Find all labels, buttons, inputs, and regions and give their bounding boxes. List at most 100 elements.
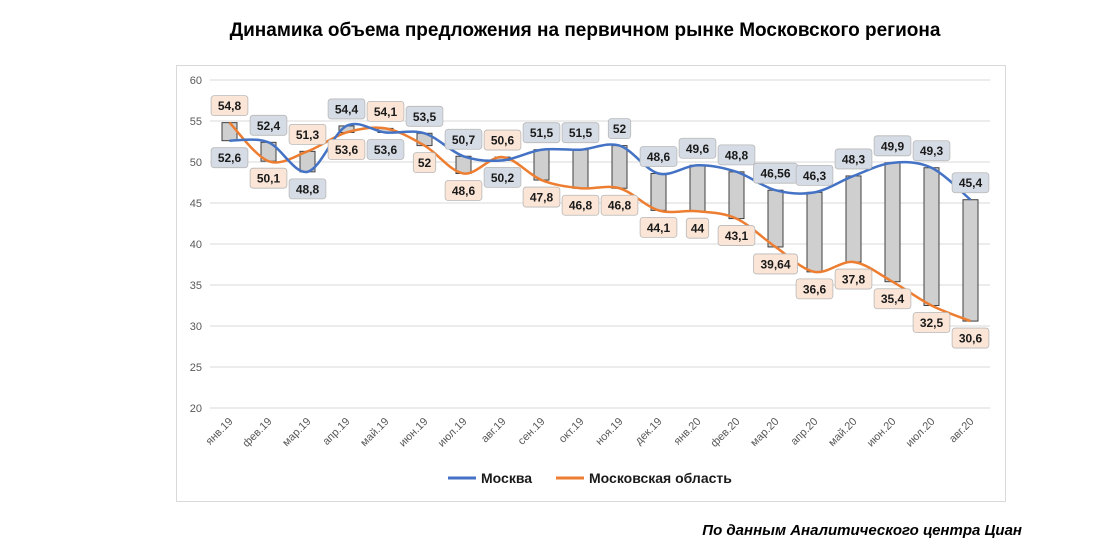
x-tick-label: июл.20 xyxy=(904,416,938,450)
updown-bar xyxy=(845,175,862,263)
updown-bar xyxy=(767,189,784,248)
x-tick-label: апр.20 xyxy=(788,416,820,448)
x-tick-label: мар.19 xyxy=(280,416,313,449)
updown-bar xyxy=(962,199,979,322)
updown-bar xyxy=(728,171,745,220)
data-label-oblast: 35,4 xyxy=(881,292,905,306)
source-note: По данным Аналитического центра Циан xyxy=(702,522,1022,539)
y-tick-label: 35 xyxy=(190,280,202,292)
data-label-oblast: 44,1 xyxy=(647,221,671,235)
data-label-moscow-box xyxy=(288,178,327,200)
series-line-oblast xyxy=(228,121,971,323)
y-tick-label: 45 xyxy=(190,198,202,210)
data-label-oblast: 50,1 xyxy=(257,172,281,186)
data-label-oblast: 50,6 xyxy=(491,134,515,148)
x-tick-label: май.19 xyxy=(358,416,391,449)
data-label-moscow: 54,4 xyxy=(335,102,359,116)
data-label-moscow: 51,5 xyxy=(569,126,593,140)
legend-label-moscow: Москва xyxy=(481,470,532,486)
data-label-oblast-box xyxy=(600,194,639,216)
y-tick-label: 50 xyxy=(190,157,202,169)
data-label-moscow: 52 xyxy=(613,122,627,136)
updown-bar xyxy=(533,149,550,181)
data-label-oblast: 54,8 xyxy=(218,99,242,113)
data-label-moscow-box xyxy=(366,139,405,160)
updown-bar xyxy=(221,122,238,142)
chart-title: Динамика объема предложения на первичном… xyxy=(229,20,941,41)
data-label-oblast-box xyxy=(912,312,951,333)
data-label-oblast: 46,8 xyxy=(569,199,593,213)
data-label-moscow-box xyxy=(327,98,366,120)
data-label-moscow-box xyxy=(795,164,834,186)
x-tick-label: окт.19 xyxy=(557,416,587,446)
data-label-oblast-box xyxy=(249,167,288,189)
x-tick-label: дек.19 xyxy=(633,416,665,448)
data-label-oblast-box xyxy=(522,186,561,208)
updown-bar xyxy=(689,164,706,212)
data-label-oblast-box xyxy=(327,139,366,160)
data-label-oblast: 47,8 xyxy=(530,191,554,205)
data-label-oblast: 52 xyxy=(418,156,432,170)
data-label-moscow: 50,7 xyxy=(452,133,476,147)
data-label-oblast-box xyxy=(412,152,437,174)
data-label-oblast: 39,64 xyxy=(760,257,790,271)
x-tick-label: июн.20 xyxy=(865,416,899,450)
data-label-moscow: 52,6 xyxy=(218,151,242,165)
chart-frame xyxy=(176,65,1006,502)
data-label-oblast: 32,5 xyxy=(920,316,944,330)
x-tick-label: авг.19 xyxy=(479,416,509,446)
updown-bar xyxy=(611,145,628,189)
data-label-moscow-box xyxy=(561,122,600,144)
data-label-moscow-box xyxy=(405,105,444,127)
data-label-oblast: 48,6 xyxy=(452,184,476,198)
legend-label-oblast: Московская область xyxy=(589,470,732,486)
data-label-moscow: 49,9 xyxy=(881,139,905,153)
x-tick-label: сен.19 xyxy=(516,416,548,448)
x-tick-label: янв.19 xyxy=(204,416,236,448)
data-label-moscow-box xyxy=(607,118,632,139)
data-label-oblast: 53,6 xyxy=(335,143,359,157)
data-label-oblast-box xyxy=(561,194,600,216)
data-label-moscow: 53,5 xyxy=(413,110,437,124)
data-label-oblast: 44 xyxy=(691,222,705,236)
x-tick-label: апр.19 xyxy=(320,416,352,448)
x-tick-label: янв.20 xyxy=(672,416,704,448)
data-label-moscow: 48,3 xyxy=(842,152,866,166)
data-label-moscow: 51,5 xyxy=(530,126,554,140)
y-tick-label: 30 xyxy=(190,321,202,333)
data-label-oblast: 36,6 xyxy=(803,282,827,296)
x-tick-label: май.20 xyxy=(826,416,859,449)
x-tick-label: июл.19 xyxy=(436,416,470,450)
data-label-moscow: 48,8 xyxy=(296,182,320,196)
data-label-oblast-box xyxy=(717,225,756,246)
data-label-moscow-box xyxy=(873,135,912,157)
data-label-moscow: 50,2 xyxy=(491,171,515,185)
data-label-oblast-box xyxy=(639,216,678,238)
x-tick-label: авг.20 xyxy=(947,416,977,446)
data-label-moscow-box xyxy=(639,146,678,167)
data-label-moscow: 45,4 xyxy=(959,176,983,190)
updown-bar xyxy=(650,172,667,211)
data-label-moscow-box xyxy=(717,144,756,166)
data-label-oblast: 30,6 xyxy=(959,332,983,346)
data-label-moscow: 49,3 xyxy=(920,144,944,158)
data-label-moscow: 46,56 xyxy=(760,167,790,181)
data-label-moscow: 53,6 xyxy=(374,143,398,157)
data-label-moscow-box xyxy=(210,147,249,169)
data-label-oblast: 51,3 xyxy=(296,128,320,142)
data-label-moscow: 52,4 xyxy=(257,119,281,133)
y-tick-label: 20 xyxy=(190,403,202,415)
updown-bar xyxy=(884,162,901,283)
data-label-oblast: 43,1 xyxy=(725,229,749,243)
data-label-oblast-box xyxy=(288,123,327,145)
updown-bar xyxy=(806,191,823,273)
y-tick-label: 60 xyxy=(190,75,202,87)
data-label-moscow-box xyxy=(834,148,873,170)
data-label-oblast-box xyxy=(951,327,990,349)
data-label-oblast-box xyxy=(795,278,834,300)
x-tick-label: фев.19 xyxy=(240,416,274,450)
series-line-moscow xyxy=(229,122,972,201)
data-label-oblast: 46,8 xyxy=(608,199,632,213)
x-tick-label: мар.20 xyxy=(748,416,781,449)
